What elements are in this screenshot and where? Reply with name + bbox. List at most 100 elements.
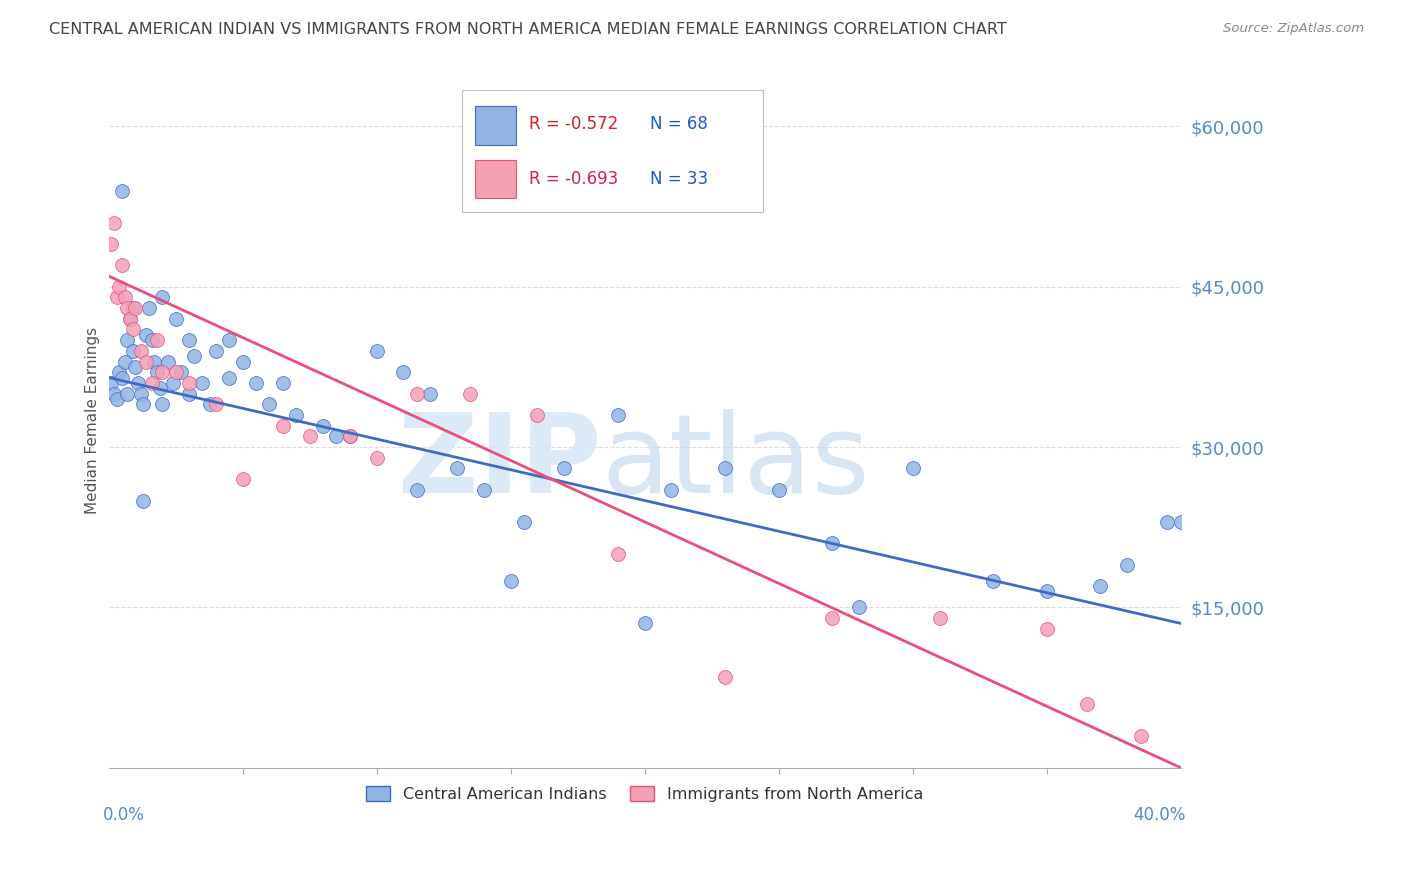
Text: CENTRAL AMERICAN INDIAN VS IMMIGRANTS FROM NORTH AMERICA MEDIAN FEMALE EARNINGS : CENTRAL AMERICAN INDIAN VS IMMIGRANTS FR…	[49, 22, 1007, 37]
Point	[821, 536, 844, 550]
Point	[117, 333, 139, 347]
Point	[419, 386, 441, 401]
Text: atlas: atlas	[602, 409, 870, 516]
Point	[405, 386, 427, 401]
Point	[150, 397, 173, 411]
Point	[121, 343, 143, 358]
Point	[259, 397, 281, 411]
Point	[129, 343, 152, 358]
Point	[111, 184, 134, 198]
Point	[165, 365, 187, 379]
Point	[129, 386, 152, 401]
Point	[848, 600, 870, 615]
Point	[460, 386, 482, 401]
Point	[150, 365, 173, 379]
Point	[121, 301, 143, 315]
Point	[821, 611, 844, 625]
Point	[218, 333, 240, 347]
Point	[165, 311, 187, 326]
Point	[325, 429, 347, 443]
Text: R = -0.693: R = -0.693	[529, 170, 619, 188]
Point	[606, 547, 628, 561]
Point	[124, 301, 146, 315]
FancyBboxPatch shape	[475, 160, 516, 198]
Point	[1129, 729, 1152, 743]
Point	[177, 333, 200, 347]
Point	[901, 461, 924, 475]
Point	[100, 376, 122, 390]
Point	[117, 301, 139, 315]
Point	[162, 376, 184, 390]
Point	[1035, 622, 1057, 636]
Point	[553, 461, 575, 475]
Y-axis label: Median Female Earnings: Median Female Earnings	[86, 326, 100, 514]
Point	[114, 354, 136, 368]
Point	[141, 333, 163, 347]
Point	[170, 365, 193, 379]
Point	[634, 616, 657, 631]
Point	[928, 611, 950, 625]
Point	[117, 386, 139, 401]
Text: Source: ZipAtlas.com: Source: ZipAtlas.com	[1223, 22, 1364, 36]
Point	[339, 429, 361, 443]
Point	[114, 290, 136, 304]
Text: ZIP: ZIP	[398, 409, 602, 516]
Point	[245, 376, 267, 390]
Point	[366, 450, 388, 465]
Point	[768, 483, 790, 497]
Point	[205, 397, 228, 411]
Point	[446, 461, 468, 475]
Point	[121, 322, 143, 336]
Point	[135, 327, 157, 342]
Point	[1116, 558, 1139, 572]
Point	[271, 376, 294, 390]
Point	[132, 493, 155, 508]
FancyBboxPatch shape	[463, 90, 762, 212]
Point	[981, 574, 1004, 588]
Point	[127, 376, 149, 390]
Point	[1156, 515, 1178, 529]
Point	[146, 333, 169, 347]
Legend: Central American Indians, Immigrants from North America: Central American Indians, Immigrants fro…	[360, 780, 929, 808]
Point	[218, 370, 240, 384]
Point	[312, 418, 335, 433]
Point	[103, 386, 125, 401]
Point	[714, 461, 737, 475]
Text: N = 33: N = 33	[650, 170, 709, 188]
Point	[111, 370, 134, 384]
Point	[1076, 697, 1098, 711]
Point	[472, 483, 495, 497]
Point	[120, 311, 142, 326]
Point	[143, 354, 166, 368]
Point	[135, 354, 157, 368]
Point	[1090, 579, 1112, 593]
Point	[146, 365, 169, 379]
Point	[1035, 584, 1057, 599]
Point	[111, 258, 134, 272]
Point	[183, 349, 205, 363]
Point	[1170, 515, 1192, 529]
Point	[141, 376, 163, 390]
Text: R = -0.572: R = -0.572	[529, 115, 619, 133]
Point	[156, 354, 179, 368]
FancyBboxPatch shape	[475, 106, 516, 145]
Point	[714, 670, 737, 684]
Point	[285, 408, 308, 422]
Text: 0.0%: 0.0%	[103, 805, 145, 824]
Point	[177, 386, 200, 401]
Point	[606, 408, 628, 422]
Point	[132, 397, 155, 411]
Point	[339, 429, 361, 443]
Point	[232, 472, 254, 486]
Point	[191, 376, 214, 390]
Point	[499, 574, 522, 588]
Point	[138, 301, 160, 315]
Point	[105, 392, 128, 406]
Point	[120, 311, 142, 326]
Point	[150, 290, 173, 304]
Point	[271, 418, 294, 433]
Point	[232, 354, 254, 368]
Point	[392, 365, 415, 379]
Point	[200, 397, 222, 411]
Text: 40.0%: 40.0%	[1133, 805, 1187, 824]
